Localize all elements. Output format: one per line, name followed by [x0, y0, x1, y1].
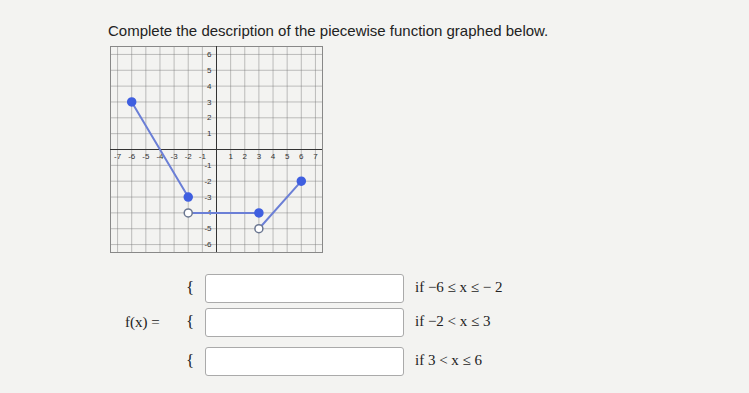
svg-text:6: 6 — [207, 50, 212, 59]
svg-text:6: 6 — [299, 152, 304, 161]
svg-text:5: 5 — [207, 66, 212, 75]
svg-text:-1: -1 — [199, 152, 207, 161]
svg-text:3: 3 — [207, 98, 212, 107]
svg-text:5: 5 — [285, 152, 290, 161]
svg-text:-3: -3 — [171, 152, 179, 161]
svg-text:-4: -4 — [156, 152, 164, 162]
svg-text:-3: -3 — [204, 193, 212, 202]
svg-text:-5: -5 — [142, 152, 150, 161]
svg-text:-6: -6 — [204, 240, 212, 249]
html-text:Complete the description of th: Complete the description of the piecewis… — [108, 22, 549, 39]
svg-text:2: 2 — [207, 113, 212, 122]
svg-text:-2: -2 — [204, 177, 212, 186]
html-text:if −2 < x ≤ 3: if −2 < x ≤ 3 — [415, 313, 491, 329]
svg-text:7: 7 — [313, 152, 318, 161]
svg-text:4: 4 — [207, 82, 212, 91]
svg-text:1: 1 — [228, 152, 233, 161]
svg-text:-2: -2 — [185, 152, 193, 161]
html-text:if 3 < x ≤ 6: if 3 < x ≤ 6 — [415, 352, 483, 368]
svg-text:-6: -6 — [128, 152, 136, 161]
html-text:if −6 ≤ x ≤ − 2: if −6 ≤ x ≤ − 2 — [415, 279, 503, 295]
svg-text:-4: -4 — [204, 208, 212, 218]
svg-text:1: 1 — [207, 129, 212, 138]
svg-text:-7: -7 — [114, 152, 122, 161]
svg-text:2: 2 — [243, 152, 248, 161]
svg-text:3: 3 — [257, 152, 262, 161]
svg-text:-1: -1 — [204, 161, 212, 170]
svg-text:4: 4 — [271, 152, 276, 161]
svg-text:-5: -5 — [204, 224, 212, 233]
html-text:f(x) =: f(x) = — [125, 314, 160, 330]
